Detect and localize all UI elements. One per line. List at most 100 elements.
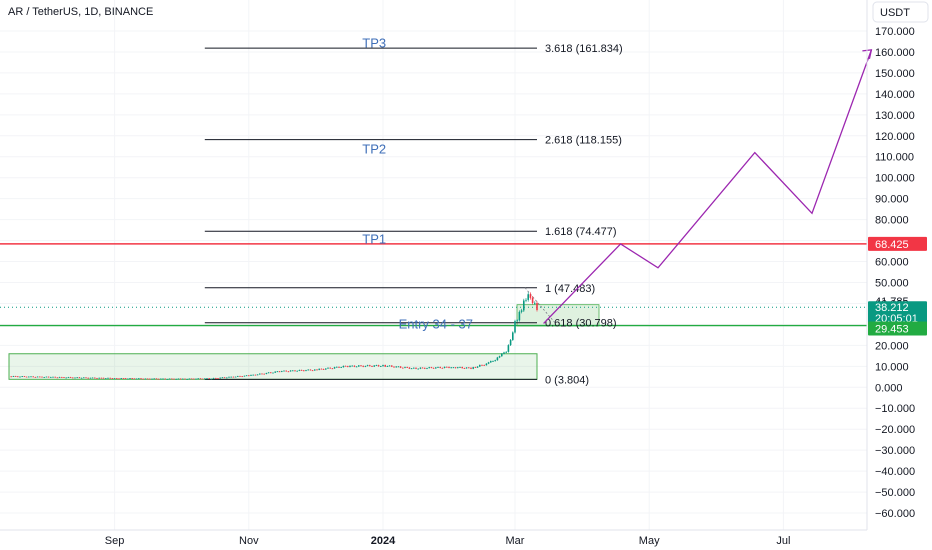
candle-body: [102, 377, 105, 379]
candle-body: [133, 378, 136, 380]
candle-body: [175, 378, 177, 380]
projection-path-line[interactable]: [543, 49, 873, 324]
candle-body: [69, 377, 72, 378]
candle-body: [23, 376, 26, 378]
candle-body: [107, 377, 109, 379]
candle-body: [461, 367, 463, 369]
candle-body: [305, 370, 307, 371]
candle-body: [498, 356, 501, 358]
candle-body: [406, 367, 408, 368]
candle-body: [91, 377, 94, 379]
candle-body: [311, 370, 314, 372]
price-tick-label: 10.000: [875, 361, 909, 373]
candle-body: [105, 378, 107, 380]
time-tick-label: Sep: [105, 535, 125, 547]
candle-body: [487, 362, 490, 364]
annotations: TP3 TP2 TP1 Entry 34 - 37: [362, 36, 473, 332]
candle-body: [342, 365, 345, 368]
candle-body: [272, 372, 274, 374]
horizontal-lines[interactable]: [0, 243, 867, 327]
candle-body: [223, 377, 226, 379]
candle-body: [294, 370, 296, 372]
price-tick-label: 0.000: [875, 382, 903, 394]
candle-body: [333, 367, 336, 369]
candle-body: [452, 367, 455, 369]
candle-body: [21, 376, 23, 378]
chart-grid: [0, 0, 867, 530]
candle-body: [146, 378, 149, 380]
candle-body: [417, 368, 419, 370]
candle-body: [437, 367, 439, 368]
candle-body: [131, 378, 133, 379]
candle-body: [217, 378, 219, 379]
time-axis[interactable]: Sep Nov 2024 Mar May Jul: [105, 535, 791, 547]
price-tick-label: 80.000: [875, 215, 909, 227]
candle-body: [443, 366, 446, 368]
candle-body: [186, 378, 188, 380]
candle-body: [446, 366, 448, 368]
candle-body: [157, 378, 160, 380]
candle-body: [496, 357, 499, 361]
candle-body: [450, 367, 452, 369]
projection-path[interactable]: [543, 49, 873, 324]
candle-body: [386, 366, 389, 367]
candle-body: [206, 378, 208, 380]
candle-body: [534, 302, 536, 304]
candle-body: [129, 378, 131, 379]
candle-body: [113, 378, 116, 380]
candle-body: [338, 366, 340, 368]
candle-body: [45, 376, 48, 378]
resistance-price-value: 68.425: [875, 239, 909, 251]
price-tick-label: 20.000: [875, 340, 909, 352]
candle-body: [208, 378, 210, 380]
candle-body: [28, 376, 30, 378]
candle-body: [100, 377, 103, 379]
candle-body: [63, 377, 65, 378]
candle-body: [424, 367, 426, 369]
projection-arrow-head: [862, 49, 873, 60]
candle-body: [476, 366, 479, 368]
price-tick-label: 50.000: [875, 277, 909, 289]
candle-body: [58, 377, 61, 378]
candle-body: [248, 375, 250, 377]
candle-body: [307, 369, 309, 371]
candle-body: [237, 376, 239, 377]
candle-body: [516, 320, 518, 322]
fibonacci-extension[interactable]: 3.618 (161.834) 2.618 (118.155) 1.618 (74.…: [204, 43, 623, 386]
candle-body: [281, 371, 283, 372]
candle-body: [283, 370, 285, 372]
fib-level-label: 2.618 (118.155): [545, 135, 622, 147]
fib-level-label: 0.618 (30.798): [545, 318, 617, 330]
currency-button-frame[interactable]: [872, 1, 929, 23]
candle-body: [120, 378, 122, 379]
price-axis[interactable]: 170.000 160.000 150.000 140.000 130.000 120.0…: [875, 26, 915, 520]
candle-body: [331, 368, 334, 370]
price-tick-label: −40.000: [875, 466, 915, 478]
candle-body: [267, 372, 270, 374]
candle-body: [173, 378, 175, 380]
candle-body: [83, 377, 85, 379]
price-tick-label: −60.000: [875, 508, 915, 520]
currency-button-label[interactable]: USDT: [880, 7, 910, 19]
candle-body: [210, 378, 213, 380]
candle-body: [289, 370, 292, 372]
candle-body: [520, 310, 523, 312]
fib-level-label: 0 (3.804): [545, 374, 589, 386]
candle-body: [514, 321, 516, 333]
support-price-badge: [868, 321, 927, 336]
candle-body: [61, 377, 63, 378]
price-tick-label: 170.000: [875, 26, 915, 38]
accumulation-zone[interactable]: [8, 353, 538, 380]
candle-body: [94, 377, 96, 379]
candle-body: [415, 367, 417, 369]
time-tick-label: May: [639, 535, 660, 547]
candle-body: [503, 352, 505, 354]
currency-button[interactable]: USDT: [872, 1, 929, 23]
candle-body: [241, 376, 243, 378]
candle-body: [358, 365, 360, 367]
candle-body: [230, 376, 232, 378]
candle-body: [52, 376, 54, 378]
candle-body: [153, 378, 155, 380]
